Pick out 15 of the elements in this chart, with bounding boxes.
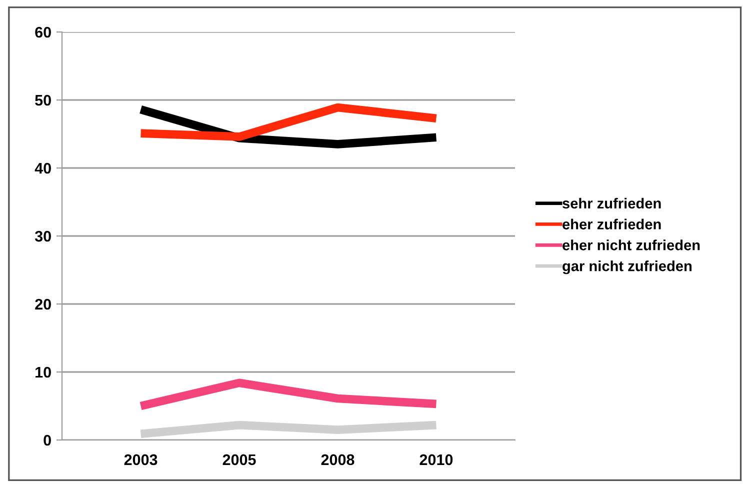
legend-label: eher zufrieden <box>562 218 661 230</box>
legend-label: gar nicht zufrieden <box>562 260 692 274</box>
x-tick-label: 2010 <box>420 454 453 466</box>
legend-label: eher nicht zufrieden <box>562 240 700 250</box>
x-tick-label: 2008 <box>321 454 354 466</box>
x-tick-label: 2003 <box>124 454 158 466</box>
y-tick-label: 0 <box>44 434 51 446</box>
y-tick-label: 30 <box>34 230 51 242</box>
y-tick-label: 50 <box>35 94 51 106</box>
y-tick-label: 10 <box>36 366 51 378</box>
y-tick-label: 60 <box>35 26 51 38</box>
y-tick-label: 20 <box>35 298 51 310</box>
y-tick-label: 40 <box>34 162 51 174</box>
x-tick-label: 2005 <box>222 454 256 466</box>
legend-label: sehr zufrieden <box>562 198 661 209</box>
